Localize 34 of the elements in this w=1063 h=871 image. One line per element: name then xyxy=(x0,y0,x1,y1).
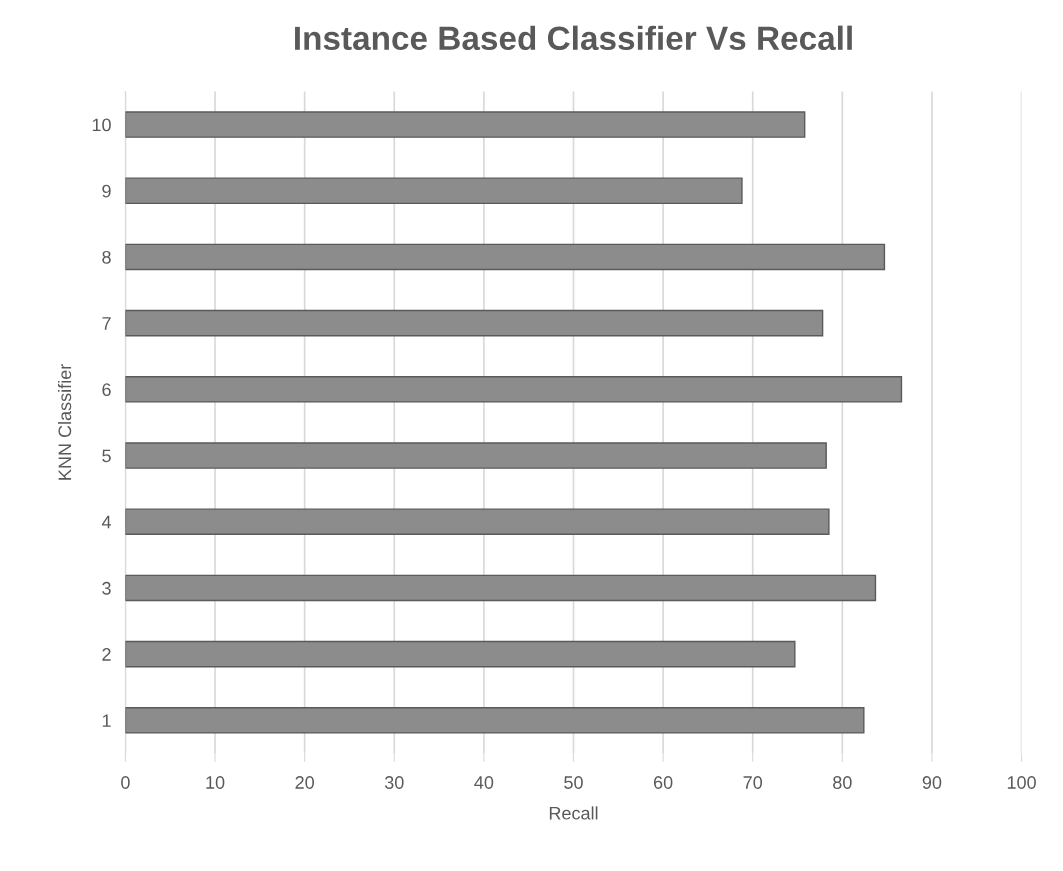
y-axis-title: KNN Classifier xyxy=(57,364,72,480)
y-tick-label: 10 xyxy=(92,118,111,132)
bar xyxy=(125,442,827,469)
x-tick-label: 60 xyxy=(653,776,673,789)
x-tick-label: 40 xyxy=(474,776,494,789)
y-tick-label: 7 xyxy=(102,317,111,330)
bar xyxy=(125,177,743,205)
x-tick-label: 90 xyxy=(922,776,942,789)
x-tick-label: 10 xyxy=(206,776,225,789)
x-tick-label: 0 xyxy=(121,776,130,789)
y-tick-label: 2 xyxy=(102,648,111,661)
y-tick-label: 4 xyxy=(101,515,112,529)
y-tick-label: 9 xyxy=(102,184,111,198)
x-tick-label: 50 xyxy=(564,776,583,789)
y-tick-label: 1 xyxy=(102,714,111,727)
bar xyxy=(125,376,903,403)
bar xyxy=(125,574,877,602)
y-tick-label: 5 xyxy=(102,449,111,463)
y-tick-label: 8 xyxy=(102,250,111,264)
x-tick-label: 30 xyxy=(384,776,404,789)
x-tick-label: 70 xyxy=(743,776,763,789)
bar xyxy=(125,111,806,138)
x-axis-title: Recall xyxy=(549,806,598,820)
bar xyxy=(125,243,886,271)
chart-title: Instance Based Classifier Vs Recall xyxy=(295,25,852,51)
y-tick-label: 3 xyxy=(102,581,111,595)
bar xyxy=(125,508,830,536)
bar xyxy=(125,309,824,337)
bar xyxy=(125,640,796,668)
x-tick-label: 20 xyxy=(295,776,314,789)
x-tick-label: 80 xyxy=(833,776,852,789)
bar xyxy=(125,707,865,734)
y-tick-label: 6 xyxy=(102,383,111,397)
x-tick-label: 100 xyxy=(1007,776,1036,789)
